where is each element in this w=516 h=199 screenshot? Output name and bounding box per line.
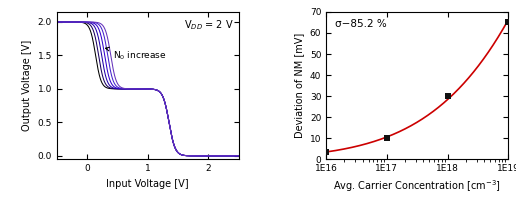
X-axis label: Input Voltage [V]: Input Voltage [V] bbox=[106, 179, 189, 189]
Point bbox=[504, 21, 512, 24]
Text: V$_{DD}$ = 2 V: V$_{DD}$ = 2 V bbox=[184, 18, 233, 32]
Point bbox=[383, 137, 391, 140]
X-axis label: Avg. Carrier Concentration [cm$^{-3}$]: Avg. Carrier Concentration [cm$^{-3}$] bbox=[333, 179, 501, 194]
Point bbox=[322, 150, 330, 153]
Y-axis label: Output Voltage [V]: Output Voltage [V] bbox=[22, 40, 32, 131]
Text: N$_0$ increase: N$_0$ increase bbox=[106, 47, 166, 62]
Y-axis label: Deviation of NM [mV]: Deviation of NM [mV] bbox=[294, 33, 304, 138]
Text: σ−85.2 %: σ−85.2 % bbox=[335, 19, 387, 29]
Point bbox=[443, 95, 452, 98]
